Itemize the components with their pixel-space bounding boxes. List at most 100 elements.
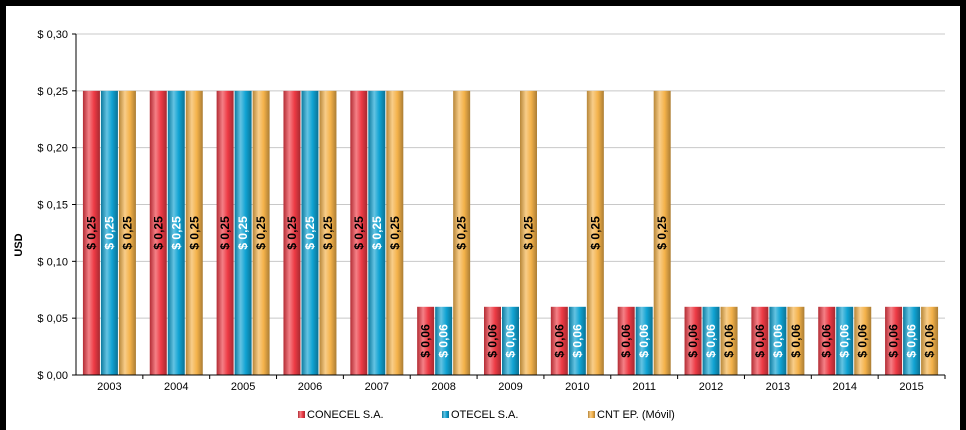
data-label: $ 0,06 (437, 324, 451, 358)
data-label: $ 0,06 (820, 324, 834, 358)
legend-label: OTECEL S.A. (451, 409, 518, 421)
bar (100, 90, 118, 375)
legend-item: CONECEL S.A. (298, 409, 384, 421)
data-label: $ 0,25 (370, 216, 384, 250)
bar (787, 306, 805, 375)
bar (702, 306, 720, 375)
data-label: $ 0,06 (887, 324, 901, 358)
bar (453, 90, 471, 375)
bar (301, 90, 319, 375)
bar (82, 90, 100, 375)
legend-label: CONECEL S.A. (307, 409, 384, 421)
data-label: $ 0,06 (686, 324, 700, 358)
bar (417, 306, 435, 375)
chart-area (6, 6, 960, 430)
x-tick-label: 2006 (298, 381, 322, 393)
x-tick-label: 2009 (498, 381, 522, 393)
bar (854, 306, 872, 375)
bar (885, 306, 903, 375)
y-tick-label: $ 0,25 (37, 86, 68, 98)
data-label: $ 0,06 (486, 324, 500, 358)
data-label: $ 0,06 (504, 324, 518, 358)
data-label: $ 0,25 (169, 216, 183, 250)
bar (550, 306, 568, 375)
data-label: $ 0,06 (704, 324, 718, 358)
data-label: $ 0,25 (102, 216, 116, 250)
x-tick-label: 2005 (231, 381, 255, 393)
bar (216, 90, 234, 375)
data-label: $ 0,06 (771, 324, 785, 358)
data-label: $ 0,06 (789, 324, 803, 358)
y-tick-label: $ 0,30 (37, 29, 68, 41)
bar (484, 306, 501, 375)
bar (502, 306, 519, 375)
data-label: $ 0,25 (522, 216, 536, 250)
data-label: $ 0,06 (905, 324, 919, 358)
data-label: $ 0,06 (419, 324, 433, 358)
bar (921, 306, 939, 375)
bar (350, 90, 368, 375)
bars-group (82, 90, 939, 375)
x-tick-label: 2004 (164, 381, 188, 393)
data-labels-group: $ 0,25 $ 0,25 $ 0,25 $ 0,25 $ 0,25 $ 0,25 $ 0,… (84, 216, 936, 358)
bar (568, 306, 586, 375)
data-label: $ 0,25 (588, 216, 602, 250)
legend-swatch (298, 411, 305, 418)
data-label: $ 0,06 (552, 324, 566, 358)
bar (836, 306, 854, 375)
y-tick-label: $ 0,20 (37, 143, 68, 155)
data-label: $ 0,25 (321, 216, 335, 250)
bar (167, 90, 185, 375)
data-label: $ 0,06 (619, 324, 633, 358)
data-label: $ 0,25 (388, 216, 402, 250)
data-label: $ 0,06 (923, 324, 937, 358)
bar (283, 90, 301, 375)
bar (118, 90, 136, 375)
y-tick-label: $ 0,00 (37, 370, 68, 382)
data-label: $ 0,06 (570, 324, 584, 358)
x-tick-label: 2013 (766, 381, 790, 393)
legend: CONECEL S.A. OTECEL S.A. CNT EP. (Móvil) (298, 409, 675, 421)
x-tick-label: 2014 (832, 381, 856, 393)
bar (586, 90, 604, 375)
bar (769, 306, 787, 375)
legend-item: OTECEL S.A. (442, 409, 518, 421)
bar (252, 90, 270, 375)
bar (751, 306, 769, 375)
y-tick-label: $ 0,15 (37, 200, 68, 212)
data-label: $ 0,06 (753, 324, 767, 358)
y-tick-label: $ 0,10 (37, 256, 68, 268)
y-tick-label: $ 0,05 (37, 313, 68, 325)
data-label: $ 0,25 (187, 216, 201, 250)
data-label: $ 0,25 (455, 216, 469, 250)
x-tick-label: 2003 (97, 381, 121, 393)
axes-group: $ 0,00$ 0,05$ 0,10$ 0,15$ 0,20$ 0,25$ 0,… (37, 29, 946, 393)
data-label: $ 0,25 (352, 216, 366, 250)
bar (684, 306, 702, 375)
legend-label: CNT EP. (Móvil) (597, 409, 675, 421)
data-label: $ 0,25 (303, 216, 317, 250)
bar (617, 306, 635, 375)
bar (520, 90, 537, 375)
y-axis-title: USD (13, 233, 25, 256)
bar (149, 90, 167, 375)
bar (818, 306, 836, 375)
x-tick-label: 2007 (365, 381, 389, 393)
data-label: $ 0,25 (84, 216, 98, 250)
bar (653, 90, 671, 375)
data-label: $ 0,25 (236, 216, 250, 250)
bar (386, 90, 404, 375)
bar (368, 90, 386, 375)
x-tick-label: 2010 (565, 381, 589, 393)
data-label: $ 0,25 (655, 216, 669, 250)
legend-item: CNT EP. (Móvil) (588, 409, 675, 421)
data-label: $ 0,25 (254, 216, 268, 250)
data-label: $ 0,06 (722, 324, 736, 358)
data-label: $ 0,25 (285, 216, 299, 250)
bar (903, 306, 921, 375)
bar (319, 90, 337, 375)
x-tick-label: 2015 (899, 381, 923, 393)
data-label: $ 0,25 (151, 216, 165, 250)
data-label: $ 0,25 (120, 216, 134, 250)
